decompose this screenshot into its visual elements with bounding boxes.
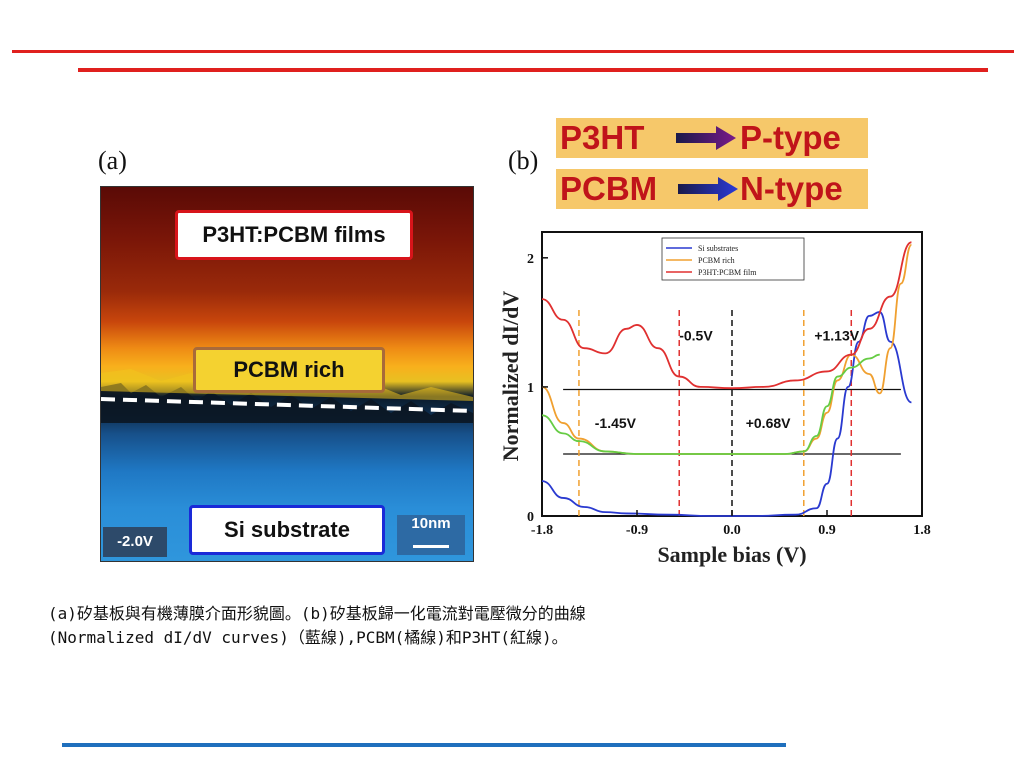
series-line-3 — [541, 353, 880, 455]
material-p3ht: P3HT — [560, 119, 645, 156]
pcbm-rich-label: PCBM rich — [193, 347, 385, 393]
legend-label-0: Si substrates — [698, 244, 738, 253]
annotation-0: -0.5V — [679, 327, 713, 343]
x-tick-label-4: 1.8 — [913, 523, 931, 538]
bias-badge: -2.0V — [103, 527, 167, 557]
panel-a-letter: (a) — [98, 146, 127, 175]
si-substrate-label: Si substrate — [189, 505, 385, 555]
series-line-0 — [541, 311, 912, 517]
bottom-rule-blue — [62, 743, 786, 747]
x-tick-label-0: -1.8 — [531, 523, 553, 538]
panel-b-letter: (b) — [508, 146, 539, 175]
type-row-p3ht: P3HT P-type — [556, 118, 868, 158]
legend-label-2: P3HT:PCBM film — [698, 268, 757, 277]
stm-topography-image: P3HT:PCBM films PCBM rich Si substrate -… — [100, 186, 474, 562]
x-tick-label-1: -0.9 — [626, 523, 648, 538]
type-n: N-type — [740, 170, 843, 207]
top-rule-red-secondary — [78, 68, 988, 72]
arrow-right-icon — [678, 177, 738, 201]
annotation-1: +1.13V — [814, 327, 859, 343]
y-axis-label: Normalized dI/dV — [498, 291, 523, 462]
didv-chart: -1.8 -0.9 0.0 0.9 1.8 0 1 2 -0.5V +1.13V -1.45V +… — [498, 231, 931, 567]
p3ht-pcbm-films-label: P3HT:PCBM films — [175, 210, 413, 260]
arrow-right-icon — [676, 126, 736, 150]
caption-line-2: (Normalized dI/dV curves)（藍線),PCBM(橘線)和P… — [48, 628, 568, 647]
caption-line-1: (a)矽基板與有機薄膜介面形貌圖。(b)矽基板歸一化電流對電壓微分的曲線 — [48, 604, 586, 623]
y-tick-label-1: 1 — [527, 381, 534, 396]
top-rule-red — [12, 50, 1014, 53]
x-tick-label-3: 0.9 — [818, 523, 836, 538]
x-tick-label-2: 0.0 — [723, 523, 741, 538]
type-row-pcbm: PCBM N-type — [556, 169, 868, 209]
material-pcbm: PCBM — [560, 170, 658, 207]
figure-caption: (a)矽基板與有機薄膜介面形貌圖。(b)矽基板歸一化電流對電壓微分的曲線 (No… — [48, 602, 948, 650]
scale-bar-line — [413, 545, 449, 548]
legend-box — [661, 237, 805, 281]
scale-bar: 10nm — [397, 515, 465, 555]
type-p: P-type — [740, 119, 841, 156]
scale-bar-label: 10nm — [411, 515, 451, 532]
annotation-2: -1.45V — [595, 415, 637, 431]
y-tick-label-2: 2 — [527, 252, 534, 267]
x-axis-label: Sample bias (V) — [657, 542, 806, 567]
series-line-2 — [541, 241, 912, 390]
y-tick-label-0: 0 — [527, 510, 534, 525]
annotation-3: +0.68V — [746, 415, 791, 431]
legend-label-1: PCBM rich — [698, 256, 735, 265]
